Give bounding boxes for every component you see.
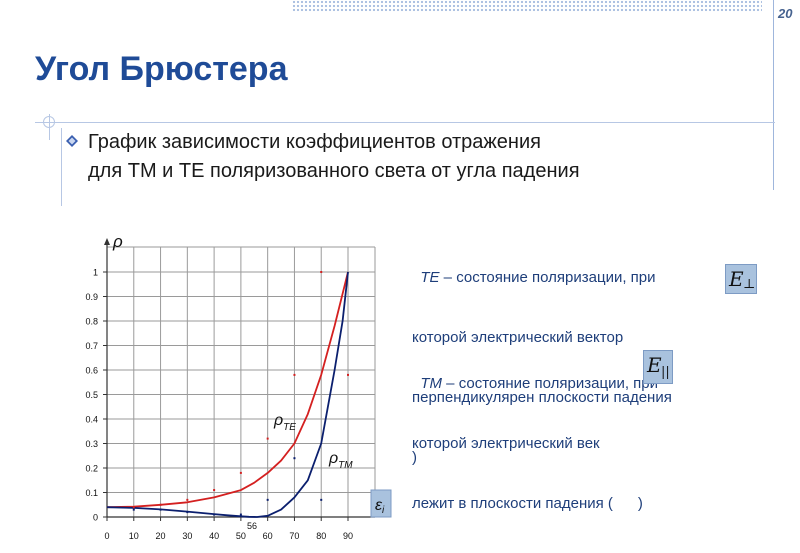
note-te-line-2: которой электрический вектор: [412, 329, 624, 346]
note-tm-abbr: TM: [420, 375, 443, 392]
data-point-tm-6: [293, 457, 296, 460]
header-divider-vertical: [773, 0, 774, 190]
e-perp-formula: E ⊥: [725, 264, 757, 294]
title-divider: [35, 122, 775, 123]
note-te-line-3: перпендикулярен плоскости падения: [412, 389, 672, 406]
chart-labels: 56 ρ ρTE ρTM εi: [112, 232, 392, 531]
series-line-te: [106, 271, 349, 509]
x-tick-label-60: 60: [263, 531, 273, 541]
note-tm-line-1: TM – состояние поляризации, при: [412, 374, 658, 394]
y-tick-label-0.3: 0.3: [85, 439, 98, 449]
e-perp-letter: E: [729, 267, 744, 291]
diamond-bullet-icon: [66, 135, 78, 147]
data-point-te-4: [239, 471, 242, 474]
data-point-tm-3: [213, 513, 216, 516]
x-tick-label-90: 90: [343, 531, 353, 541]
note-te-line-1-text: – состояние поляризации, при: [439, 269, 656, 286]
x-tick-label-40: 40: [209, 531, 219, 541]
x-tick-label-20: 20: [156, 531, 166, 541]
y-tick-label-0.6: 0.6: [85, 366, 98, 376]
main-bullet-text: График зависимости коэффициентов отражен…: [88, 128, 580, 186]
crosshair-circle-decoration: [43, 116, 55, 128]
series-line-tm: [106, 271, 349, 518]
x-axis-label: εi: [375, 497, 385, 516]
slide-number: 20: [778, 6, 793, 21]
chart-points: [132, 271, 349, 516]
y-tick-label-0.1: 0.1: [85, 488, 98, 498]
data-point-tm-7: [320, 498, 323, 501]
data-point-tm-0: [132, 508, 135, 511]
note-te-line-4: ): [412, 449, 417, 466]
y-tick-label-0: 0: [93, 513, 98, 523]
series-label-tm: ρTM: [328, 450, 353, 471]
slide-title: Угол Брюстера: [35, 50, 288, 88]
data-point-tm-2: [186, 511, 189, 514]
x-tick-label-50: 50: [236, 531, 246, 541]
chart-grid: [107, 246, 376, 517]
chart-axes: 00.10.20.30.40.50.60.70.80.910 10 20 30 40 50…: [85, 238, 375, 541]
data-point-tm-5: [266, 498, 269, 501]
note-tm-line-1-text: – состояние поляризации, при: [442, 375, 659, 392]
brewster-angle-annotation: 56: [247, 521, 257, 531]
e-par-subscript: ||: [661, 365, 670, 380]
x-tick-label-0: 0: [104, 531, 109, 541]
y-axis-label: ρ: [112, 232, 123, 251]
data-point-te-3: [213, 489, 216, 492]
note-tm: TM – состояние поляризации, при которой …: [412, 334, 658, 534]
data-point-te-1: [159, 503, 162, 506]
e-par-formula: E ||: [643, 350, 673, 384]
chart-series: [106, 271, 349, 518]
x-tick-label-80: 80: [316, 531, 326, 541]
x-axis-label-box: [370, 489, 392, 518]
main-bullet-line-2: для ТМ и ТЕ поляризованного света от угл…: [88, 160, 580, 182]
y-tick-label-0.2: 0.2: [85, 464, 98, 474]
left-divider: [61, 128, 62, 206]
note-te-bullet-icon: [404, 237, 408, 241]
data-point-tm-4: [239, 513, 242, 516]
data-point-te-6: [293, 373, 296, 376]
y-tick-label-0.7: 0.7: [85, 341, 98, 351]
x-tick-label-30: 30: [182, 531, 192, 541]
y-tick-label-0.4: 0.4: [85, 415, 98, 425]
x-tick-label-10: 10: [129, 531, 139, 541]
note-te-abbr: TE: [420, 269, 440, 286]
data-point-te-7: [320, 271, 323, 273]
y-tick-label-1: 1: [93, 268, 98, 278]
note-tm-line-3: лежит в плоскости падения ( ): [412, 495, 643, 512]
header-dot-pattern: [292, 0, 762, 12]
series-label-te: ρTE: [273, 412, 296, 433]
data-point-tm-1: [159, 508, 162, 511]
y-tick-label-0.5: 0.5: [85, 390, 98, 400]
main-bullet-line-1: График зависимости коэффициентов отражен…: [88, 131, 541, 153]
y-tick-label-0.8: 0.8: [85, 317, 98, 327]
data-point-te-2: [186, 498, 189, 501]
y-axis-arrow-icon: [104, 238, 110, 245]
y-tick-label-0.9: 0.9: [85, 292, 98, 302]
note-te: TE – состояние поляризации, при которой …: [412, 228, 672, 488]
note-te-line-1: TE – состояние поляризации, при: [412, 268, 672, 288]
note-tm-line-2: которой электрический век: [412, 435, 600, 452]
e-perp-subscript: ⊥: [743, 277, 756, 292]
data-point-te-5: [266, 437, 269, 440]
data-point-te-0: [132, 506, 135, 509]
e-par-letter: E: [647, 353, 662, 377]
x-tick-label-70: 70: [289, 531, 299, 541]
data-point-te-8: [347, 373, 349, 376]
